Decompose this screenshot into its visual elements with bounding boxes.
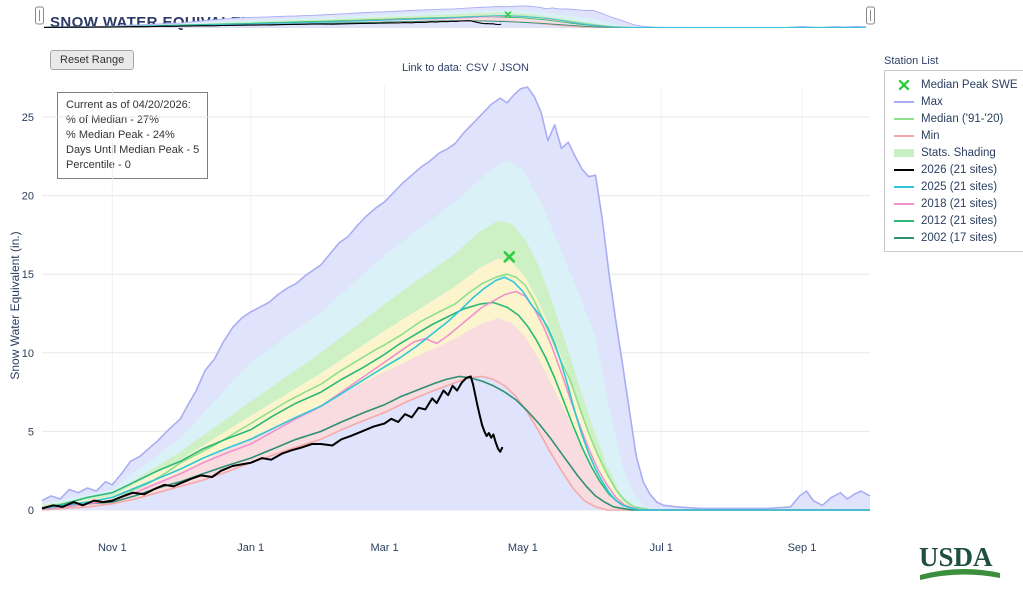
legend-item-label: 2025 (21 sites) bbox=[921, 180, 998, 193]
legend-item[interactable]: Median Peak SWE bbox=[893, 78, 1023, 91]
usda-swoosh bbox=[920, 568, 1000, 580]
series-line-2018 bbox=[41, 290, 870, 511]
y-tick-label: 20 bbox=[22, 191, 34, 203]
legend-item-label: 2012 (21 sites) bbox=[921, 214, 998, 227]
upper-stats-shading bbox=[42, 159, 870, 510]
legend-item-label: Median ('91-'20) bbox=[921, 112, 1004, 125]
series-line-2025 bbox=[41, 276, 870, 511]
series-line-2025 bbox=[43, 15, 866, 28]
line-swatch-icon bbox=[894, 134, 914, 137]
legend-item[interactable]: Median ('91-'20) bbox=[893, 112, 1023, 125]
series-line-2026 bbox=[43, 20, 502, 28]
x-tick-label: Mar 1 bbox=[370, 542, 398, 554]
y-tick-label: 10 bbox=[22, 348, 34, 360]
legend-item[interactable]: 2026 (21 sites) bbox=[893, 163, 1023, 176]
y-tick-label: 15 bbox=[22, 269, 34, 281]
line-swatch-icon bbox=[894, 185, 914, 188]
legend-item-label: 2002 (17 sites) bbox=[921, 231, 998, 244]
legend-item[interactable]: 2018 (21 sites) bbox=[893, 197, 1023, 210]
line-swatch-icon bbox=[894, 168, 914, 171]
pink-stats-shading bbox=[42, 318, 870, 510]
status-line: Percentile - 0 bbox=[66, 159, 131, 171]
range-slider[interactable] bbox=[0, 0, 1023, 33]
shading-swatch-icon bbox=[894, 148, 914, 157]
link-to-data-label: Link to data: bbox=[402, 62, 462, 74]
range-handle-left[interactable] bbox=[35, 6, 44, 25]
median-peak-marker bbox=[503, 251, 516, 263]
line-swatch-icon bbox=[894, 202, 914, 205]
usda-logo: USDA bbox=[918, 540, 1002, 593]
x-tick-label: Jul 1 bbox=[650, 542, 673, 554]
green-stats-shading bbox=[42, 220, 870, 511]
series-line-2012 bbox=[41, 301, 870, 511]
legend: Median Peak SWE Max Median ('91-'20) Min Sta… bbox=[884, 70, 1023, 252]
status-line: Days Until Median Peak - 5 bbox=[66, 144, 200, 156]
chart-plot-area[interactable]: 0 5 10 15 20 25 Nov 1 Jan 1 Mar 1 May 1 Jul 1 Sep 1 bbox=[0, 0, 1023, 564]
legend-item-label: 2026 (21 sites) bbox=[921, 163, 998, 176]
legend-item[interactable]: Min bbox=[893, 129, 1023, 142]
y-tick-label: 5 bbox=[28, 426, 34, 438]
legend-item-label: Stats. Shading bbox=[921, 146, 996, 159]
json-link[interactable]: JSON bbox=[499, 62, 529, 74]
series-line-max bbox=[41, 86, 871, 510]
series-line-2002 bbox=[41, 375, 870, 511]
line-swatch-icon bbox=[894, 219, 914, 222]
status-line: % Median Peak - 24% bbox=[66, 129, 175, 141]
line-swatch-icon bbox=[894, 236, 914, 239]
median-peak-marker-icon bbox=[898, 79, 910, 90]
legend-item-label: Max bbox=[921, 95, 943, 108]
series-line-2026 bbox=[41, 375, 504, 510]
link-to-data: Link to data: CSV / JSON bbox=[402, 62, 529, 74]
series-line-min bbox=[41, 375, 870, 511]
legend-item-label: Min bbox=[921, 129, 940, 142]
series-line-median bbox=[41, 273, 870, 511]
legend-item-label: Median Peak SWE bbox=[921, 78, 1018, 91]
green-stats-shading bbox=[44, 12, 866, 28]
yellow-stats-shading bbox=[42, 258, 870, 510]
line-swatch-icon bbox=[894, 117, 914, 120]
station-list-link[interactable]: Station List bbox=[884, 55, 939, 67]
y-tick-label: 25 bbox=[22, 112, 34, 124]
csv-link[interactable]: CSV bbox=[465, 62, 489, 74]
status-line: Current as of 04/20/2026: bbox=[66, 99, 191, 111]
legend-item[interactable]: 2012 (21 sites) bbox=[893, 214, 1023, 227]
range-handle-right[interactable] bbox=[866, 6, 875, 25]
upper-stats-shading bbox=[44, 9, 866, 28]
legend-item[interactable]: 2002 (17 sites) bbox=[893, 231, 1023, 244]
reset-range-button[interactable]: Reset Range bbox=[50, 50, 135, 70]
x-tick-label: Sep 1 bbox=[788, 542, 817, 554]
legend-item[interactable]: 2025 (21 sites) bbox=[893, 180, 1023, 193]
legend-item-label: 2018 (21 sites) bbox=[921, 197, 998, 210]
x-tick-label: Jan 1 bbox=[237, 542, 264, 554]
line-swatch-icon bbox=[894, 100, 914, 103]
legend-item[interactable]: Stats. Shading bbox=[893, 146, 1023, 159]
legend-item[interactable]: Max bbox=[893, 95, 1023, 108]
usda-logo-text: USDA bbox=[919, 542, 993, 572]
median-peak-marker bbox=[504, 11, 512, 18]
x-tick-label: Nov 1 bbox=[98, 542, 127, 554]
link-separator: / bbox=[492, 62, 496, 74]
x-tick-label: May 1 bbox=[508, 542, 538, 554]
y-tick-label: 0 bbox=[28, 505, 34, 517]
